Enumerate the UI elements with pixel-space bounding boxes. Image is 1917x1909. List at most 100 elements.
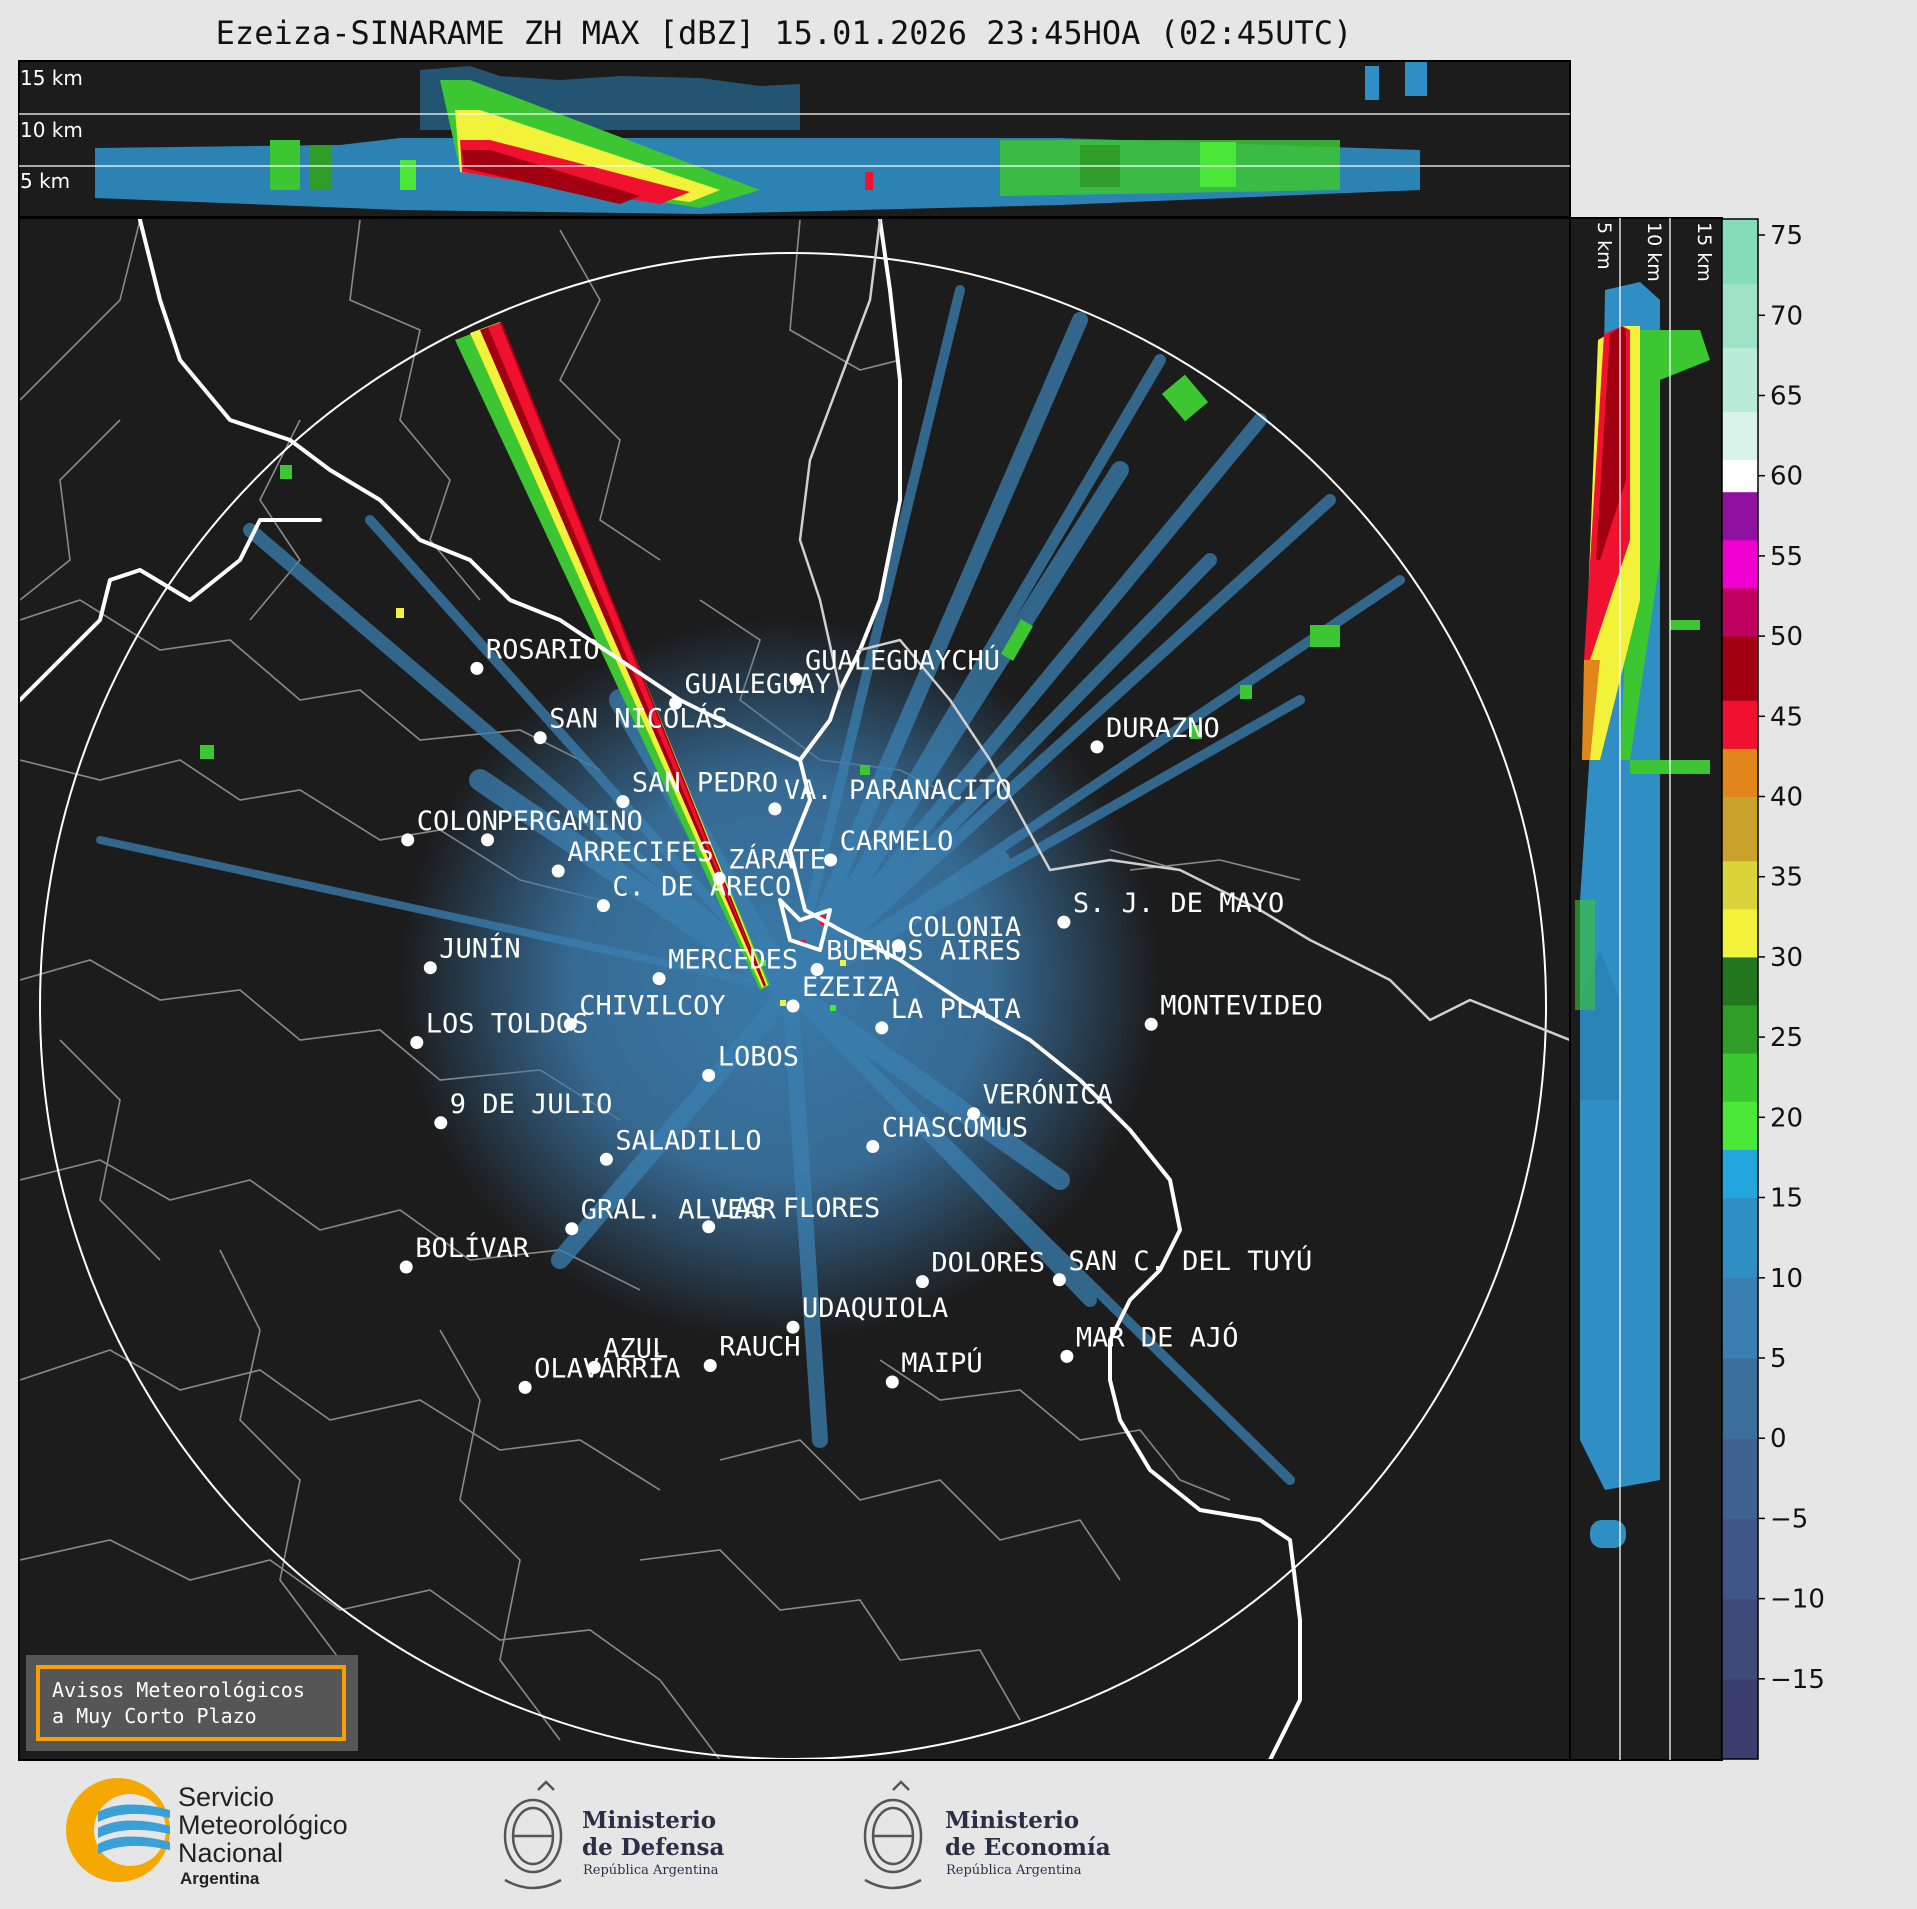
city-9: CARMELO: [824, 826, 953, 867]
side-cross-section-panel: 5 km 10 km 15 km: [1569, 217, 1723, 1761]
colorbar-tick-label: 0: [1770, 1424, 1787, 1454]
colorbar-band-12: [1722, 908, 1758, 958]
colorbar-tick-label: 25: [1770, 1023, 1803, 1053]
colorbar-tick-label: 10: [1770, 1264, 1803, 1294]
colorbar-band-9: [1722, 1053, 1758, 1102]
city-marker-dot: [563, 1017, 577, 1031]
defensa-line2: de Defensa: [582, 1834, 724, 1861]
city-0: ROSARIO: [470, 634, 600, 675]
smn-line3: Nacional: [178, 1838, 283, 1868]
colorbar-tick-label: 60: [1770, 462, 1803, 492]
colorbar-band-1: [1722, 1598, 1758, 1680]
radar-echoes: [96, 285, 1405, 1485]
city-label: UDAQUIOLA: [802, 1293, 948, 1324]
city-marker-dot: [915, 1275, 929, 1289]
city-label: MAIPÚ: [901, 1347, 982, 1379]
city-21: LA PLATA: [875, 994, 1021, 1035]
city-label: LA PLATA: [891, 994, 1021, 1025]
colorbar-band-8: [1722, 1101, 1758, 1150]
city-label: ZÁRATE: [728, 843, 826, 875]
warning-box[interactable]: Avisos Meteorológicos a Muy Corto Plazo: [26, 1655, 358, 1751]
city-label: VA. PARANACITO: [784, 775, 1012, 806]
city-marker-dot: [599, 1152, 613, 1166]
city-marker-dot: [702, 1220, 716, 1234]
city-35: AZUL: [587, 1333, 668, 1374]
city-19: MONTEVIDEO: [1144, 990, 1323, 1031]
city-27: SALADILLO: [599, 1125, 762, 1166]
defensa-line3: República Argentina: [583, 1863, 719, 1878]
city-marker-dot: [1057, 915, 1071, 929]
city-29: LAS FLORES: [702, 1193, 880, 1234]
colorbar-tick-label: 15: [1770, 1184, 1803, 1214]
city-label: LAS FLORES: [718, 1193, 881, 1224]
city-marker-dot: [824, 853, 838, 867]
economia-line1: Ministerio: [945, 1807, 1079, 1834]
city-label: LOS TOLDOS: [426, 1009, 589, 1040]
city-label: CHIVILCOY: [579, 990, 725, 1021]
city-marker-dot: [410, 1036, 424, 1049]
colorbar-tick-label: 70: [1770, 301, 1803, 331]
city-label: DURAZNO: [1106, 713, 1220, 744]
footer-logos: Servicio Meteorológico Nacional Argentin…: [66, 1778, 1111, 1890]
city-28: GRAL. ALVEAR: [565, 1195, 777, 1236]
side-height-label-15km: 15 km: [1693, 222, 1715, 282]
top-height-label-5km: 5 km: [20, 169, 70, 193]
city-marker-dot: [702, 1068, 716, 1082]
city-7: COLON: [401, 806, 498, 847]
city-label: SAN C. DEL TUYÚ: [1068, 1245, 1312, 1277]
city-label: EZEIZA: [802, 972, 900, 1003]
city-marker-dot: [596, 899, 610, 913]
colorbar-tick-label: 50: [1770, 622, 1803, 652]
warning-box-line2: a Muy Corto Plazo: [52, 1704, 257, 1728]
colorbar-band-6: [1722, 1197, 1758, 1279]
city-1: GUALEGUAYCHÚ: [789, 644, 1000, 686]
city-label: S. J. DE MAYO: [1073, 888, 1284, 919]
city-16: JUNÍN: [423, 933, 521, 975]
city-label: GUALEGUAY: [685, 669, 831, 700]
city-marker-dot: [652, 972, 666, 986]
range-ring: [39, 252, 1547, 1759]
colorbar-band-0: [1722, 1678, 1758, 1760]
city-17: MERCEDES: [652, 945, 798, 986]
city-label: SALADILLO: [615, 1125, 761, 1156]
city-14: COLONIA: [891, 912, 1021, 953]
colorbar-band-5: [1722, 1277, 1758, 1359]
city-marker-dot: [712, 871, 726, 885]
city-label: ARRECIFES: [567, 837, 713, 868]
city-36: RAUCH: [703, 1332, 800, 1372]
city-22: LOS TOLDOS: [410, 1009, 589, 1049]
city-12: S. J. DE MAYO: [1057, 888, 1284, 929]
top-height-label-10km: 10 km: [20, 118, 83, 142]
defensa-line1: Ministerio: [582, 1807, 716, 1834]
city-5: SAN PEDRO: [616, 768, 778, 809]
city-marker-dot: [470, 661, 484, 675]
city-marker-dot: [669, 696, 683, 710]
city-label: RAUCH: [719, 1332, 800, 1363]
city-label: BOLÍVAR: [415, 1232, 530, 1264]
city-label: JUNÍN: [439, 933, 520, 965]
city-37: OLAVARRÍA: [518, 1352, 680, 1394]
city-26: CHASCOMUS: [866, 1113, 1028, 1153]
city-label: SAN NICOLÁS: [549, 703, 728, 735]
city-marker-dot: [786, 1320, 800, 1334]
city-11: ZÁRATE: [712, 843, 826, 885]
city-10: ARRECIFES: [551, 837, 714, 878]
city-label: 9 DE JULIO: [450, 1089, 613, 1120]
colorbar-band-11: [1722, 956, 1758, 1006]
city-label: OLAVARRÍA: [534, 1352, 680, 1384]
city-label: BUENOS AIRES: [826, 936, 1021, 967]
warning-box-line1: Avisos Meteorológicos: [52, 1678, 305, 1702]
colorbar-tick-label: −5: [1770, 1504, 1808, 1534]
city-38: MAIPÚ: [885, 1347, 983, 1389]
city-label: PERGAMINO: [497, 806, 643, 837]
city-label: MERCEDES: [668, 945, 798, 976]
city-8: PERGAMINO: [481, 806, 643, 847]
top-cross-section-panel: 15 km 10 km 5 km: [18, 60, 1571, 218]
city-label: MAR DE AJÓ: [1076, 1321, 1239, 1353]
city-marker-dot: [1052, 1273, 1066, 1287]
city-marker-dot: [810, 963, 824, 976]
city-marker-dot: [551, 864, 565, 878]
